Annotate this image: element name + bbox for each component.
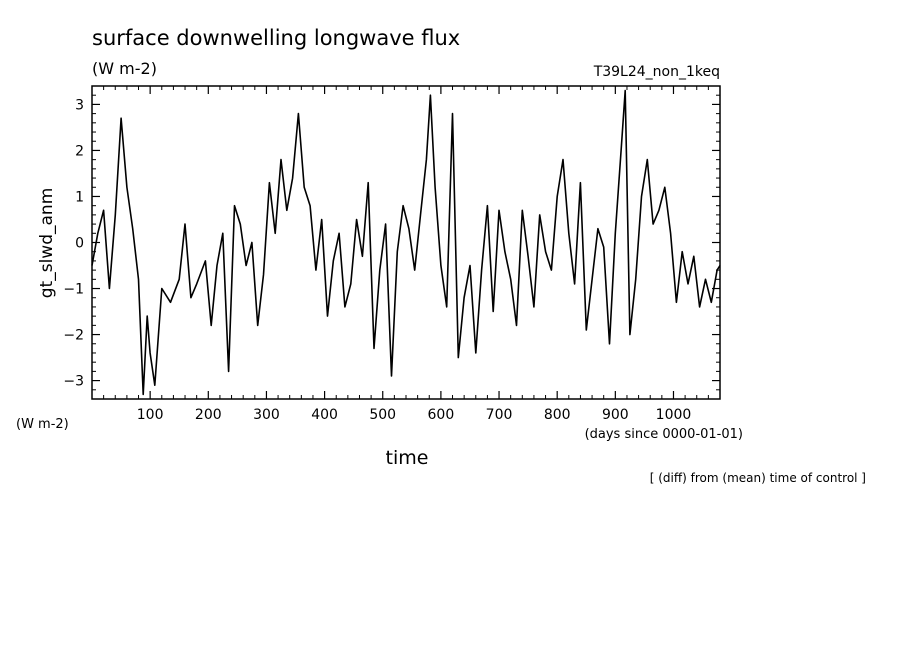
y-tick-label: 3: [75, 97, 84, 113]
x-axis-units: (days since 0000-01-01): [585, 427, 743, 442]
y-tick-label: −1: [63, 282, 84, 298]
y-tick-label: 2: [75, 143, 84, 159]
chart-title: surface downwelling longwave flux: [92, 26, 460, 50]
x-tick-label: 400: [311, 407, 338, 423]
x-tick-label: 300: [253, 407, 280, 423]
series-line-0: [91, 89, 721, 396]
x-tick-label: 900: [602, 407, 629, 423]
title-units: (W m-2): [92, 59, 157, 78]
y-tick-label: 0: [75, 236, 84, 252]
run-label: T39L24_non_1keq: [593, 64, 720, 80]
x-tick-label: 1000: [656, 407, 692, 423]
x-tick-label: 700: [486, 407, 513, 423]
y-tick-label: 1: [75, 189, 84, 205]
y-axis-label: gt_slwd_anm: [37, 188, 57, 298]
footnote: [ (diff) from (mean) time of control ]: [650, 471, 866, 485]
y-axis-units: (W m-2): [16, 417, 69, 432]
x-tick-label: 200: [195, 407, 222, 423]
y-tick-label: −2: [63, 328, 84, 344]
x-tick-label: 500: [369, 407, 396, 423]
x-axis-label: time: [386, 447, 429, 469]
x-tick-label: 600: [428, 407, 455, 423]
plot-area: 100 200 300 400 500 600 700 800 900 1000 −3 −2 −1 0 1 2…: [63, 85, 721, 423]
x-tick-label: 100: [137, 407, 164, 423]
x-tick-label: 800: [544, 407, 571, 423]
y-tick-label: −3: [63, 374, 84, 390]
